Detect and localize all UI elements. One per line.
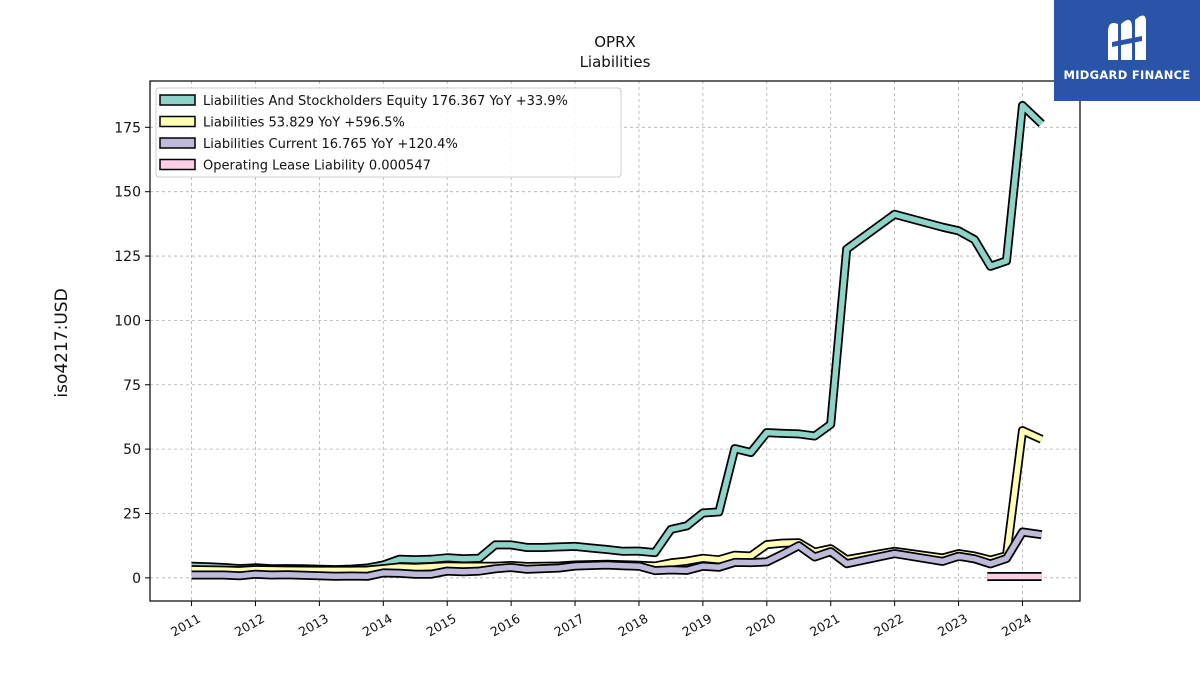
chart-subtitle: Liabilities	[580, 53, 651, 71]
y-tick-label: 75	[123, 378, 141, 394]
y-tick-label: 175	[114, 120, 141, 136]
x-tick-label: 2011	[168, 611, 203, 640]
x-tick-label: 2012	[232, 611, 267, 640]
legend-swatch	[159, 158, 196, 171]
legend: Liabilities And Stockholders Equity 176.…	[155, 87, 622, 178]
y-tick-label: 150	[114, 185, 141, 201]
x-tick-label: 2018	[615, 611, 650, 640]
series-line-liabilities-current	[191, 529, 1042, 580]
chart-title: OPRX	[594, 33, 636, 51]
x-tick-label: 2014	[360, 611, 395, 640]
series-lines	[191, 101, 1045, 581]
legend-label: Liabilities Current 16.765 YoY +120.4%	[203, 137, 458, 152]
midgard-logo-icon	[1108, 15, 1146, 61]
x-tick-label: 2024	[999, 611, 1034, 640]
y-tick-label: 0	[132, 571, 141, 587]
x-tick-label: 2016	[488, 611, 523, 640]
x-tick-label: 2022	[871, 611, 906, 640]
x-tick-label: 2020	[743, 611, 778, 640]
plot-frame	[149, 80, 1081, 602]
legend-swatch	[159, 115, 196, 128]
legend-swatch	[159, 137, 196, 149]
y-tick-label: 100	[114, 313, 141, 329]
y-tick-label: 125	[114, 249, 141, 265]
y-axis-label: iso4217:USD	[52, 288, 72, 397]
legend-swatch	[159, 94, 196, 106]
x-tick-label: 2013	[296, 611, 331, 640]
legend-label: Operating Lease Liability 0.000547	[203, 159, 431, 174]
brand-badge: MIDGARD FINANCE	[1054, 0, 1200, 101]
x-tick-label: 2015	[424, 611, 459, 640]
x-tick-label: 2019	[679, 611, 714, 640]
legend-box	[155, 87, 622, 178]
y-tick-label: 50	[123, 442, 141, 458]
x-tick-label: 2017	[552, 611, 587, 640]
y-tick-label: 25	[123, 506, 141, 522]
brand-name: MIDGARD FINANCE	[1063, 68, 1191, 82]
x-tick-label: 2023	[935, 611, 970, 640]
legend-label: Liabilities And Stockholders Equity 176.…	[203, 94, 568, 109]
x-tick-label: 2021	[807, 611, 842, 640]
legend-label: Liabilities 53.829 YoY +596.5%	[203, 116, 405, 131]
